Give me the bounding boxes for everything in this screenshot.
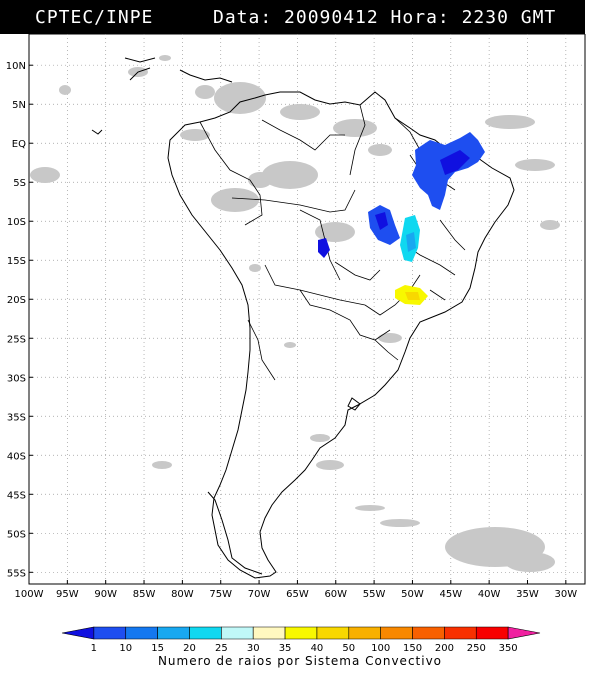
colorbar-swatch	[380, 626, 413, 640]
colorbar-swatch	[61, 626, 95, 640]
lat-label: 5S	[13, 178, 26, 189]
lat-label: 45S	[7, 490, 26, 501]
lat-label: 40S	[7, 451, 26, 462]
title-bar: CPTEC/INPE Data: 20090412 Hora: 2230 GMT	[0, 0, 585, 34]
lat-label: 10S	[7, 217, 26, 228]
lon-label: 95W	[56, 589, 79, 600]
lon-label: 65W	[286, 589, 309, 600]
colorbar-value: 20	[183, 643, 196, 654]
colorbar-swatch	[93, 626, 127, 640]
colorbar-value: 350	[499, 643, 518, 654]
lon-label: 85W	[133, 589, 156, 600]
lon-label: 40W	[478, 589, 501, 600]
lon-label: 55W	[363, 589, 386, 600]
colorbar-value: 1	[91, 643, 97, 654]
lat-label: 30S	[7, 373, 26, 384]
colorbar-value: 40	[311, 643, 324, 654]
lon-label: 30W	[555, 589, 578, 600]
longitude-labels: 100W 95W 90W 85W 80W 75W 70W 65W 60W 55W 50W 45W 40W…	[15, 580, 578, 600]
colorbar	[61, 626, 541, 640]
lat-label: EQ	[12, 139, 26, 150]
lat-label: 10N	[6, 61, 26, 72]
lat-label: 50S	[7, 529, 26, 540]
colorbar-swatch	[348, 626, 381, 640]
colorbar-swatch	[412, 626, 445, 640]
colorbar-swatch	[284, 626, 318, 640]
cloud-cover	[30, 55, 560, 572]
colorbar-value: 35	[279, 643, 292, 654]
lat-label: 25S	[7, 334, 26, 345]
colorbar-swatch	[475, 626, 509, 640]
lat-label: 20S	[7, 295, 26, 306]
lon-label: 90W	[94, 589, 117, 600]
colorbar-swatch	[189, 626, 222, 640]
map: 10N5NEQ5S10S15S20S25S30S35S40S45S50S55S …	[6, 34, 586, 654]
lon-label: 75W	[209, 589, 232, 600]
lat-label: 5N	[12, 100, 26, 111]
latitude-labels: 10N 5N EQ 5S 10S 15S 20S 25S 30S 35S 40S 45S 50S 55S	[6, 61, 33, 579]
lon-label: 70W	[248, 589, 271, 600]
colorbar-swatch	[125, 626, 158, 640]
colorbar-value: 200	[435, 643, 454, 654]
colorbar-labels: 1 10 15 20 25 30 35 40 50 100 150 200 250 350	[91, 643, 518, 654]
lon-label: 100W	[15, 589, 44, 600]
colorbar-swatch	[221, 626, 254, 640]
lon-label: 60W	[324, 589, 347, 600]
colorbar-caption: Numero de raios por Sistema Convectivo	[157, 654, 443, 668]
colorbar-swatch	[444, 626, 477, 640]
lon-label: 35W	[516, 589, 539, 600]
colorbar-value: 100	[371, 643, 390, 654]
lon-label: 80W	[171, 589, 194, 600]
lat-label: 35S	[7, 412, 26, 423]
colorbar-value: 250	[467, 643, 486, 654]
lon-label: 45W	[439, 589, 462, 600]
colorbar-value: 150	[403, 643, 422, 654]
colorbar-swatch	[252, 626, 286, 640]
colorbar-swatch	[157, 626, 190, 640]
agency-label: CPTEC/INPE	[35, 7, 154, 28]
colorbar-swatch	[316, 626, 350, 640]
lon-label: 50W	[401, 589, 424, 600]
convective-systems	[318, 132, 485, 305]
colorbar-value: 10	[119, 643, 132, 654]
colorbar-value: 25	[215, 643, 228, 654]
lat-label: 55S	[7, 568, 26, 579]
lat-label: 15S	[7, 256, 26, 267]
colorbar-value: 15	[151, 643, 164, 654]
coastline	[91, 57, 515, 579]
colorbar-value: 30	[247, 643, 260, 654]
colorbar-swatch	[507, 626, 541, 640]
colorbar-value: 50	[342, 643, 355, 654]
datetime-label: Data: 20090412 Hora: 2230 GMT	[213, 7, 557, 28]
grid	[29, 34, 585, 584]
